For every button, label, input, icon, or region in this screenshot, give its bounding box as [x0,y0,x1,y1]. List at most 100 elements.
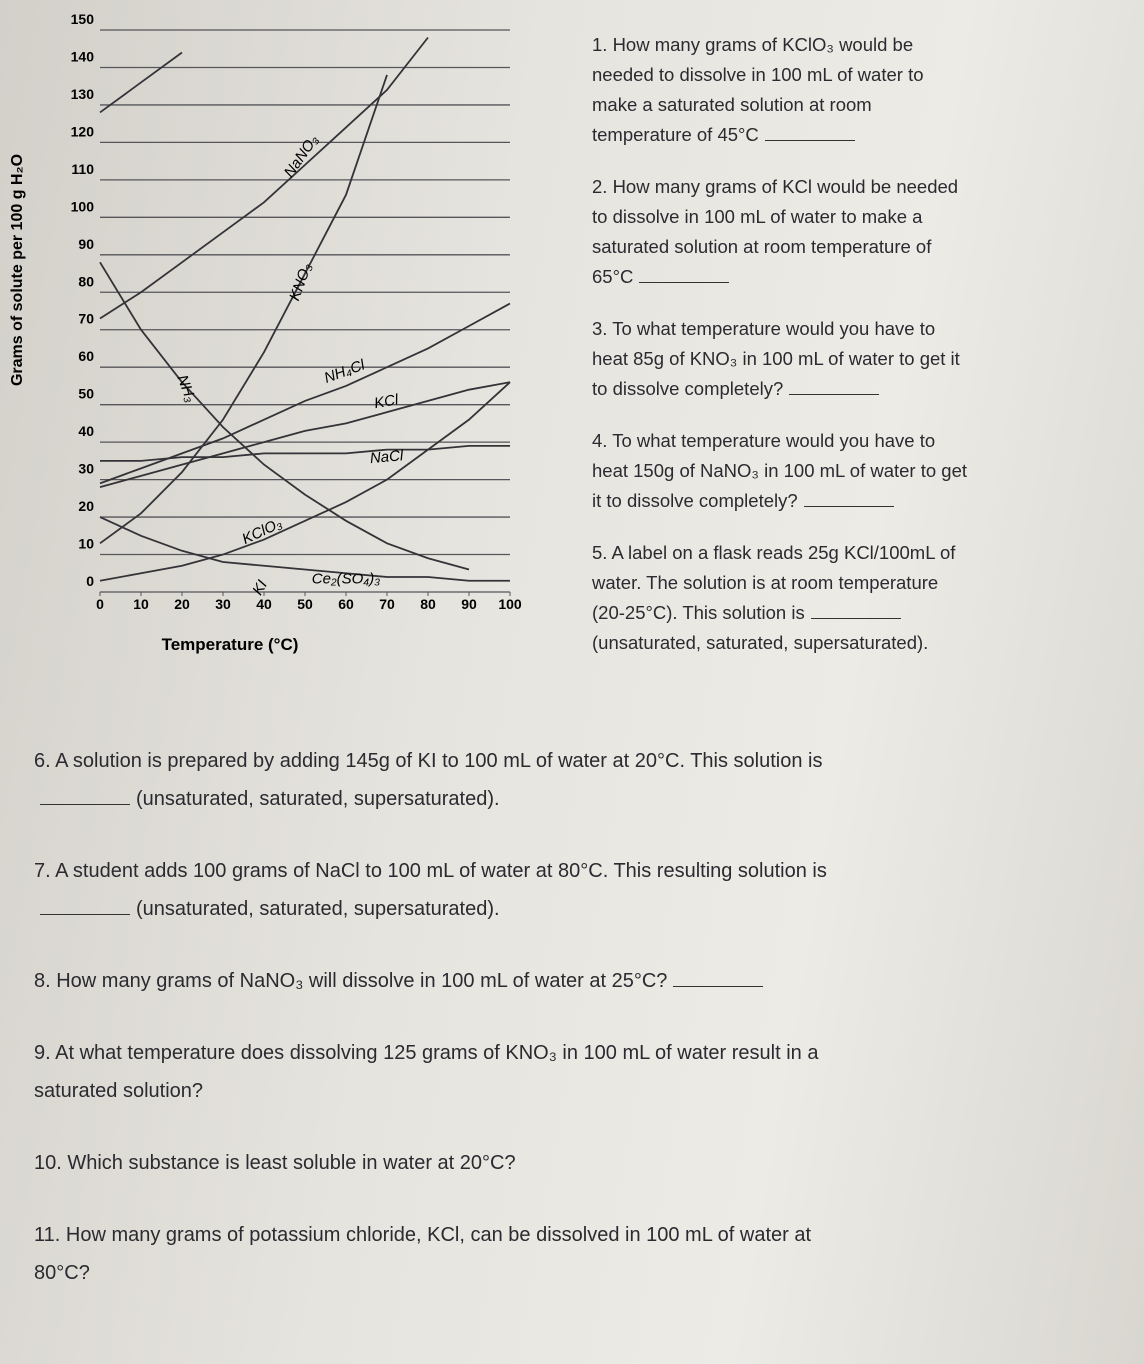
question-line: 5. A label on a flask reads 25g KCl/100m… [592,538,1132,568]
solubility-curve [99,74,388,545]
question-line: (unsaturated, saturated, supersaturated)… [34,780,1124,818]
question-text: to dissolve in 100 mL of water to make a [592,206,923,227]
question-text: (unsaturated, saturated, supersaturated)… [136,788,500,810]
answer-blank [40,896,130,915]
question-text: 8. How many grams of NaNO₃ will dissolve… [34,970,668,992]
curve-label: KNO₃ [286,261,315,303]
question-line: 65°C [592,262,1132,292]
question-text: 65°C [592,266,634,287]
y-tick-label: 70 [78,311,94,327]
y-tick-label: 30 [78,461,94,477]
solubility-curve [99,51,183,114]
question-text: it to dissolve completely? [592,490,798,511]
solubility-curve [99,36,429,320]
question-line: 7. A student adds 100 grams of NaCl to 1… [34,852,1124,890]
curve-label: NH₃ [174,373,199,405]
question: 6. A solution is prepared by adding 145g… [34,742,1124,818]
question: 3. To what temperature would you have to… [592,314,1132,404]
question-line: 1. How many grams of KClO₃ would be [592,30,1132,60]
question-text: saturated solution at room temperature o… [592,236,932,257]
question: 8. How many grams of NaNO₃ will dissolve… [34,962,1124,1000]
question-text: 10. Which substance is least soluble in … [34,1152,516,1174]
question-text: heat 150g of NaNO₃ in 100 mL of water to… [592,460,968,481]
question: 10. Which substance is least soluble in … [34,1144,1124,1182]
question-line: make a saturated solution at room [592,90,1132,120]
question-text: saturated solution? [34,1080,204,1102]
y-tick-label: 110 [71,161,94,177]
curve-label: NaNO₃ [281,132,322,181]
question: 4. To what temperature would you have to… [592,426,1132,516]
question-line: 10. Which substance is least soluble in … [34,1144,1124,1182]
answer-blank [789,376,880,395]
question-text: 4. To what temperature would you have to [592,430,936,451]
question-line: heat 85g of KNO₃ in 100 mL of water to g… [592,344,1132,374]
question-text: 1. How many grams of KClO₃ would be [592,34,914,55]
question-line: 11. How many grams of potassium chloride… [34,1216,1124,1254]
y-axis-label: Grams of solute per 100 g H₂O [9,154,26,386]
question-line: (20-25°C). This solution is [592,598,1132,628]
answer-blank [803,488,894,507]
question-text: 5. A label on a flask reads 25g KCl/100m… [592,542,956,563]
question: 1. How many grams of KClO₃ would be neede… [592,30,1132,150]
answer-blank [764,122,855,141]
solubility-chart: Temperature (°C) Grams of solute per 100… [9,11,522,654]
question-text: 2. How many grams of KCl would be needed [592,176,959,197]
side-questions: 1. How many grams of KClO₃ would be neede… [592,30,1132,680]
question-text: (unsaturated, saturated, supersaturated)… [136,898,500,920]
answer-blank [810,600,901,619]
question-line: heat 150g of NaNO₃ in 100 mL of water to… [592,456,1132,486]
question: 9. At what temperature does dissolving 1… [34,1034,1124,1110]
question-text: temperature of 45°C [592,124,759,145]
question-line: needed to dissolve in 100 mL of water to [592,60,1132,90]
x-tick-label: 70 [379,596,395,612]
question-text: to dissolve completely? [592,378,784,399]
question-text: 11. How many grams of potassium chloride… [34,1224,812,1246]
question-text: heat 85g of KNO₃ in 100 mL of water to g… [592,348,960,369]
curve-label: NaCl [369,447,404,467]
solubility-curve [99,302,511,485]
x-tick-label: 60 [338,596,354,612]
y-tick-label: 10 [78,536,94,552]
solubility-curve [99,516,510,582]
question: 7. A student adds 100 grams of NaCl to 1… [34,852,1124,928]
question-text: 6. A solution is prepared by adding 145g… [34,750,823,772]
y-tick-label: 60 [78,348,94,364]
question-line: saturated solution at room temperature o… [592,232,1132,262]
question: 5. A label on a flask reads 25g KCl/100m… [592,538,1132,658]
bottom-questions: 6. A solution is prepared by adding 145g… [34,742,1124,1326]
x-tick-label: 20 [174,596,190,612]
y-tick-label: 140 [71,48,95,64]
question-line: temperature of 45°C [592,120,1132,150]
x-tick-label: 30 [215,596,231,612]
question-line: it to dissolve completely? [592,486,1132,516]
question-line: 8. How many grams of NaNO₃ will dissolve… [34,962,1124,1000]
question-line: 6. A solution is prepared by adding 145g… [34,742,1124,780]
question-text: (unsaturated, saturated, supersaturated)… [592,632,929,653]
x-tick-label: 90 [461,596,477,612]
x-tick-label: 0 [96,596,104,612]
question-line: (unsaturated, saturated, supersaturated)… [34,890,1124,928]
question-line: saturated solution? [34,1072,1124,1110]
question-line: 4. To what temperature would you have to [592,426,1132,456]
question-text: make a saturated solution at room [592,94,872,115]
curve-label: NH₄Cl [322,356,368,387]
question-line: water. The solution is at room temperatu… [592,568,1132,598]
question-text: 3. To what temperature would you have to [592,318,936,339]
x-tick-label: 40 [256,596,272,612]
y-tick-label: 20 [78,498,94,514]
question-line: 80°C? [34,1254,1124,1292]
question-line: 9. At what temperature does dissolving 1… [34,1034,1124,1072]
question-line: 2. How many grams of KCl would be needed [592,172,1132,202]
question-line: to dissolve completely? [592,374,1132,404]
x-tick-label: 10 [133,596,149,612]
curve-label: KClO₃ [240,515,285,548]
solubility-curve [99,381,511,488]
question-line: to dissolve in 100 mL of water to make a [592,202,1132,232]
y-tick-label: 90 [78,236,94,252]
x-tick-label: 50 [297,596,313,612]
question-text: needed to dissolve in 100 mL of water to [592,64,924,85]
y-tick-label: 0 [86,573,94,589]
solubility-curve [99,261,470,571]
question-text: 80°C? [34,1262,90,1284]
